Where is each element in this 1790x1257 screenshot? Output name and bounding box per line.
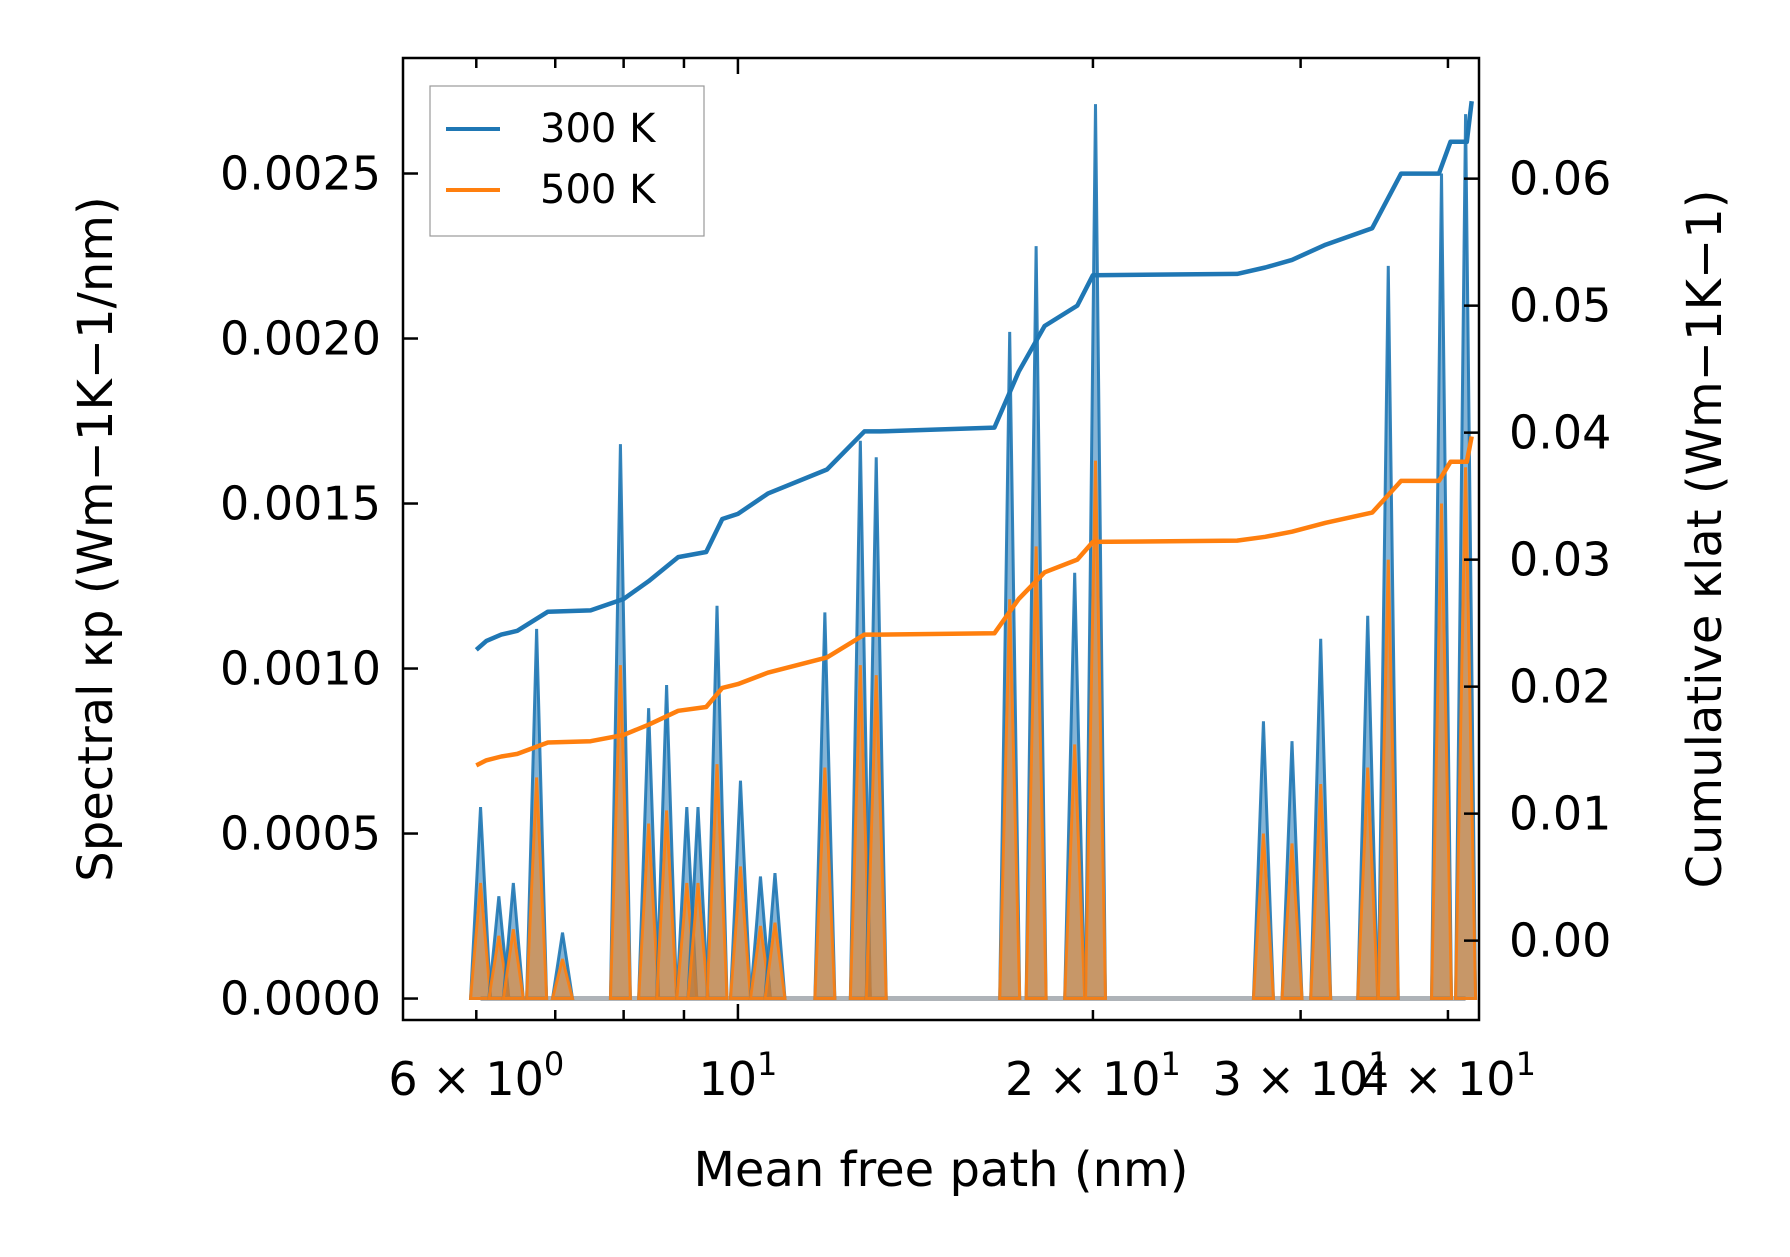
y-right-tick-label-2: 0.02 bbox=[1509, 660, 1611, 714]
legend-label-300k: 300 K bbox=[540, 106, 657, 152]
spectral-peak-500k-17 bbox=[998, 599, 1022, 1001]
x-tick-label-1: 101 bbox=[698, 1045, 777, 1106]
y-left-tick-label-0: 0.0000 bbox=[220, 972, 381, 1026]
legend-label-500k: 500 K bbox=[540, 167, 657, 213]
spectral-peak-500k-15 bbox=[848, 665, 872, 1001]
spectral-peak-500k-24 bbox=[1356, 767, 1380, 1001]
y-left-tick-label-3: 0.0015 bbox=[220, 477, 381, 531]
spectral-peak-500k-20 bbox=[1083, 460, 1108, 1001]
y-right-tick-label-0: 0.00 bbox=[1509, 914, 1611, 968]
spectral-peak-500k-14 bbox=[813, 767, 837, 1001]
spectral-peak-500k-3 bbox=[525, 777, 549, 1001]
y-right-tick-label-4: 0.04 bbox=[1509, 406, 1611, 460]
y-left-tick-label-2: 0.0010 bbox=[220, 642, 381, 696]
spectral-peak-500k-27 bbox=[1454, 467, 1478, 1001]
spectral-peak-500k-23 bbox=[1309, 783, 1333, 1001]
plot-frame bbox=[401, 56, 1481, 1022]
x-tick-label-3: 3 × 101 bbox=[1213, 1045, 1389, 1106]
y-axis-left-label: Spectral κp (Wm−1K−1/nm) bbox=[68, 196, 124, 881]
spectral-peak-500k-5 bbox=[608, 665, 632, 1001]
y-axis-right-label: Cumulative κlat (Wm−1K−1) bbox=[1677, 190, 1733, 889]
spectral-peak-500k-26 bbox=[1429, 503, 1454, 1001]
cumulative-layer bbox=[474, 100, 1474, 768]
spectral-peak-500k-21 bbox=[1251, 833, 1276, 1001]
y-right-tick-label-5: 0.05 bbox=[1509, 279, 1611, 333]
x-tick-label-0: 6 × 100 bbox=[388, 1045, 564, 1106]
y-right-tick-label-1: 0.01 bbox=[1509, 787, 1611, 841]
spectral-peak-500k-11 bbox=[728, 866, 753, 1001]
y-right-tick-label-3: 0.03 bbox=[1509, 533, 1611, 587]
x-axis-label: Mean free path (nm) bbox=[694, 1142, 1189, 1198]
spectral-peak-500k-4 bbox=[550, 958, 575, 1001]
x-tick-exponent-2: 1 bbox=[1161, 1045, 1181, 1083]
x-tick-exponent-4: 1 bbox=[1516, 1045, 1536, 1083]
x-tick-label-4: 4 × 101 bbox=[1360, 1045, 1536, 1106]
x-tick-exponent-1: 1 bbox=[757, 1045, 777, 1083]
spectral-peak-500k-16 bbox=[864, 675, 888, 1001]
x-tick-exponent-3: 1 bbox=[1368, 1045, 1388, 1083]
y-left-tick-label-1: 0.0005 bbox=[220, 807, 381, 861]
x-tick-exponent-0: 0 bbox=[544, 1045, 564, 1083]
legend-box bbox=[429, 85, 705, 237]
y-left-tick-label-5: 0.0025 bbox=[220, 147, 381, 201]
y-right-tick-label-6: 0.06 bbox=[1509, 152, 1611, 206]
spectral-peak-500k-22 bbox=[1280, 843, 1304, 1001]
spectral-peak-500k-9 bbox=[686, 882, 710, 1001]
spectral-peak-500k-25 bbox=[1376, 559, 1400, 1001]
axes-layer: 0.00000.00050.00100.00150.00200.00250.00… bbox=[220, 58, 1611, 1106]
spectral-peak-500k-19 bbox=[1063, 744, 1087, 1001]
spectral-layer bbox=[468, 104, 1478, 1002]
spectral-peak-500k-6 bbox=[637, 823, 661, 1001]
x-tick-label-2: 2 × 101 bbox=[1005, 1045, 1181, 1106]
spectral-peak-500k-7 bbox=[655, 810, 679, 1001]
spectral-peak-500k-2 bbox=[501, 929, 526, 1001]
legend: 300 K 500 K bbox=[429, 85, 705, 237]
y-left-tick-label-4: 0.0020 bbox=[220, 312, 381, 366]
spectral-peak-500k-18 bbox=[1024, 546, 1048, 1001]
spectral-peak-500k-0 bbox=[468, 882, 493, 1001]
cumulative-line-500k bbox=[475, 436, 1474, 768]
spectral-peak-500k-13 bbox=[763, 922, 787, 1001]
spectral-peak-500k-10 bbox=[705, 764, 729, 1001]
cumulative-line-300k bbox=[474, 100, 1474, 652]
